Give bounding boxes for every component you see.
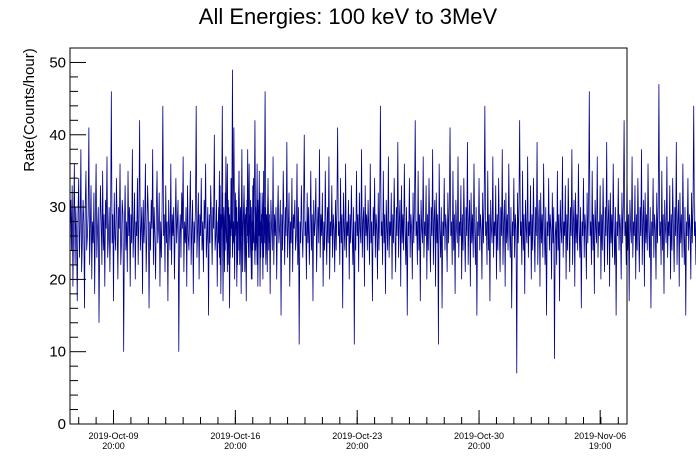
y-tick-label: 10	[49, 344, 66, 361]
y-tick-label: 0	[58, 416, 66, 433]
x-tick-label-time: 19:00	[589, 441, 612, 451]
series-line-segment-2	[217, 84, 696, 374]
y-tick-label: 30	[49, 199, 66, 216]
x-tick-label-date: 2019-Oct-23	[332, 431, 382, 441]
y-tick-label: 20	[49, 271, 66, 288]
x-tick-label-time: 20:00	[102, 441, 125, 451]
x-tick-label-time: 20:00	[468, 441, 491, 451]
x-tick-label-date: 2019-Oct-16	[210, 431, 260, 441]
chart-title: All Energies: 100 keV to 3MeV	[199, 4, 498, 29]
x-tick-label-date: 2019-Nov-06	[574, 431, 626, 441]
y-tick-label: 40	[49, 127, 66, 144]
x-tick-label-time: 20:00	[224, 441, 247, 451]
x-tick-label-time: 20:00	[346, 441, 369, 451]
x-tick-label-date: 2019-Oct-09	[89, 431, 139, 441]
axes: 010203040502019-Oct-0920:002019-Oct-1620…	[49, 47, 628, 451]
x-tick-label-date: 2019-Oct-30	[454, 431, 504, 441]
series-lines	[69, 69, 696, 374]
y-axis-label: Rate(Counts/hour)	[21, 48, 38, 171]
y-tick-label: 50	[49, 54, 66, 71]
